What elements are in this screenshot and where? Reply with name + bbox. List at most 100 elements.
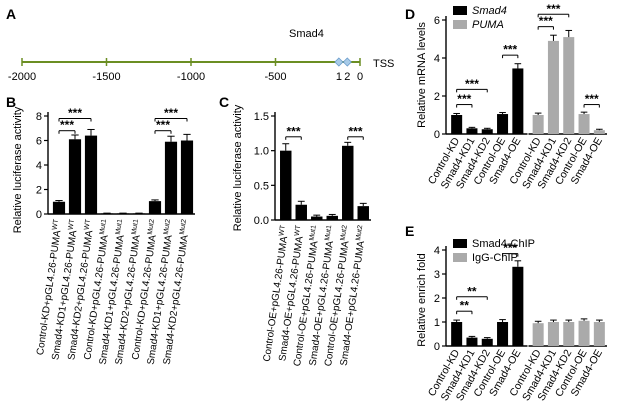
legend-swatch [453,253,467,262]
bar [52,201,66,214]
binding-site-number: 1 [336,71,342,83]
bar [593,130,605,134]
legend-label: Smad4 [472,5,507,17]
bar [295,204,307,220]
bar [481,129,493,134]
promoter-tick-label: -1500 [92,71,120,83]
panel-d-ylabel: Relative mRNA levels [416,22,428,128]
significance-label: *** [286,124,300,138]
bar [311,216,323,220]
significance-label: *** [164,106,178,120]
y-tick-label: 0 [36,209,42,221]
legend-swatch [453,20,467,29]
bar [180,140,194,214]
y-tick-label: 0.5 [254,180,269,192]
y-tick-label: 0 [434,341,440,353]
bar [497,114,509,134]
promoter-ticks: -2000 -1500 -1000 -500 0 [8,58,363,83]
panel-b-ylabel: Relative luciferase activity [12,106,24,233]
y-tick-label: 4 [36,160,42,172]
promoter-tick-label: -1000 [177,71,205,83]
significance-label: *** [156,118,170,132]
bar [593,322,605,346]
panel-d-letter: D [405,6,415,22]
bar [578,320,590,346]
bar [132,213,146,215]
y-tick-label: 2 [434,91,440,103]
panel-c-chart: 0.00.51.01.5Control-OE+pGL4.26-PUMAWTSma… [254,111,371,367]
significance-label: *** [585,92,599,106]
bar [116,213,130,215]
smad4-site-label: Smad4 [289,28,324,40]
panel-d: D Relative mRNA levels 0246Control-KDSma… [405,2,607,191]
bar [342,145,354,220]
significance-label: *** [60,118,74,132]
bar [451,115,463,134]
y-tick-label: 3 [434,269,440,281]
y-tick-label: 6 [434,15,440,27]
panel-e-chart: 01234Control-KDSmad4-KD1Smad4-KD2Control… [426,238,607,403]
bar [148,201,162,214]
promoter-tick-label: 0 [357,71,363,83]
tss-label: TSS [373,58,394,70]
significance-label: *** [68,106,82,120]
bar [100,213,114,215]
y-tick-label: 1.5 [254,111,269,123]
bar [512,68,524,134]
significance-label: *** [348,124,362,138]
panel-e-letter: E [405,223,414,239]
significance-label: ** [467,284,477,298]
y-tick-label: 4 [434,53,440,65]
legend-label: Smad4-ChIP [472,238,535,250]
significance-label: ** [460,299,470,313]
legend-swatch [453,6,467,15]
bar [466,337,478,346]
bar [563,322,575,346]
panel-b-chart: 02468Control-KD+pGL4.26-PUMAWTSmad4-KD1+… [35,106,195,365]
panel-e-ylabel: Relative enrich fold [416,253,428,347]
y-tick-label: 8 [36,111,42,123]
bar [532,115,544,134]
y-tick-label: 2 [434,293,440,305]
binding-site-number: 2 [344,71,350,83]
bar [84,135,98,214]
bar [357,206,369,220]
panel-b: B Relative luciferase activity 02468Cont… [6,94,195,365]
panel-a-letter: A [6,6,16,22]
bar [512,266,524,346]
bar [466,128,478,134]
bar [68,139,82,214]
y-tick-label: 0.0 [254,215,269,227]
bar [280,150,292,220]
y-tick-label: 6 [36,136,42,148]
y-tick-label: 0 [434,129,440,141]
bar [547,322,559,346]
promoter-tick-label: -2000 [8,71,36,83]
bar [578,114,590,134]
bar [451,322,463,346]
panel-e: E Relative enrich fold 01234Control-KDSm… [405,223,607,403]
bar [164,141,178,214]
binding-site-marker [334,57,344,67]
y-tick-label: 1 [434,317,440,329]
bar [497,322,509,346]
significance-label: *** [546,2,560,16]
bar [563,37,575,134]
significance-label: *** [503,43,517,57]
y-tick-label: 1.0 [254,146,269,158]
significance-label: *** [503,241,517,255]
y-tick-label: 2 [36,185,42,197]
binding-site-marker [342,57,352,67]
significance-label: *** [465,77,479,91]
legend-label: PUMA [472,19,504,31]
panel-b-letter: B [6,94,16,110]
panel-c: C Relative luciferase activity 0.0 0.5 1.0… [219,94,371,367]
promoter-tick-label: -500 [264,71,286,83]
panel-c-letter: C [219,94,229,110]
bar [547,40,559,134]
significance-label: *** [457,92,471,106]
significance-label: *** [539,14,553,28]
